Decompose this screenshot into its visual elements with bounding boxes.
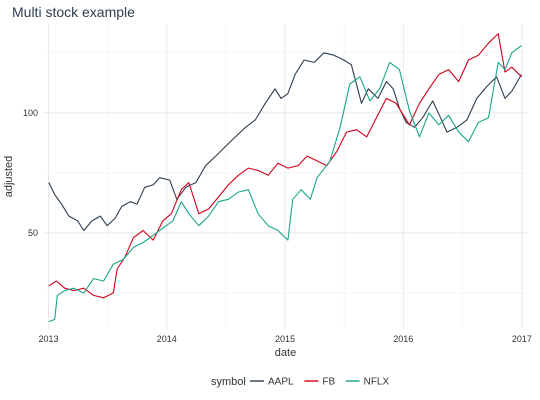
legend: symbol AAPL FB NFLX xyxy=(211,376,389,388)
legend-label-fb: FB xyxy=(322,377,335,388)
chart-title: Multi stock example xyxy=(12,4,135,20)
x-tick-label: 2014 xyxy=(157,334,177,344)
series-line-fb xyxy=(48,33,522,299)
series-line-nflx xyxy=(48,45,522,323)
x-tick-label: 2015 xyxy=(275,334,295,344)
y-axis-ticks: 50 100 xyxy=(23,108,38,238)
legend-label-aapl: AAPL xyxy=(268,377,294,388)
x-axis-title: date xyxy=(275,347,296,359)
series-line-aapl xyxy=(48,52,522,232)
x-tick-label: 2013 xyxy=(38,334,58,344)
x-tick-label: 2017 xyxy=(512,334,532,344)
legend-title: symbol xyxy=(211,376,246,388)
y-tick-label: 100 xyxy=(23,108,38,118)
series-layer xyxy=(48,33,522,323)
x-axis-ticks: 2013 2014 2015 2016 2017 xyxy=(38,334,531,344)
y-tick-label: 50 xyxy=(28,228,38,238)
y-axis-title: adjusted xyxy=(3,156,15,198)
x-tick-label: 2016 xyxy=(393,334,413,344)
legend-label-nflx: NFLX xyxy=(364,377,390,388)
plot-grid xyxy=(43,24,528,329)
